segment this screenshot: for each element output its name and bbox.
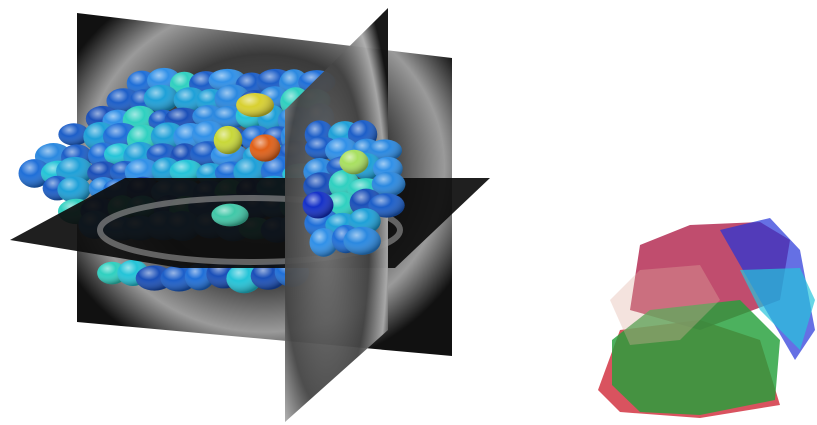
green-region (612, 300, 780, 415)
blob-layer (302, 120, 406, 257)
blob-shading (309, 228, 338, 257)
blob-layer (211, 92, 281, 227)
blob-shading (236, 92, 274, 118)
blob-shading (169, 159, 204, 184)
blob-shading (211, 203, 249, 227)
blob-shading (87, 161, 120, 185)
blob-shading (57, 176, 91, 203)
blob-shading (184, 263, 215, 291)
blob-shading (343, 226, 381, 255)
segmentation-volume (598, 218, 815, 418)
blob-shading (368, 139, 403, 162)
blob-shading (143, 84, 179, 112)
highlight (610, 265, 720, 345)
blob-shading (302, 191, 334, 219)
blob-shading (58, 123, 90, 146)
blob-shading (18, 159, 51, 188)
blob-shading (368, 193, 405, 218)
blob-shading (213, 125, 243, 155)
blob-shading (339, 149, 369, 175)
blob-shading (371, 171, 406, 197)
blob-shading (249, 134, 281, 162)
cyan-region (740, 268, 815, 350)
axial-outline (97, 195, 403, 265)
blob-shading (56, 156, 94, 185)
